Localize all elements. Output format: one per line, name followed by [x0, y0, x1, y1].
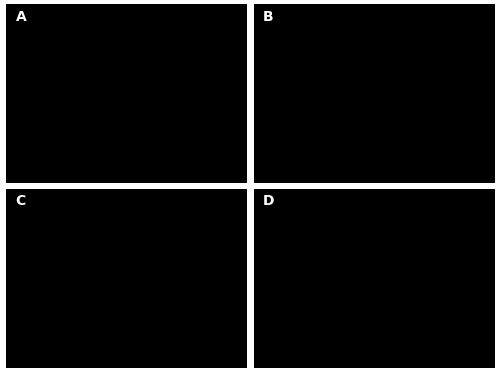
Text: B: B: [263, 10, 274, 24]
Text: D: D: [263, 194, 274, 208]
Text: C: C: [16, 194, 26, 208]
Text: A: A: [16, 10, 26, 24]
